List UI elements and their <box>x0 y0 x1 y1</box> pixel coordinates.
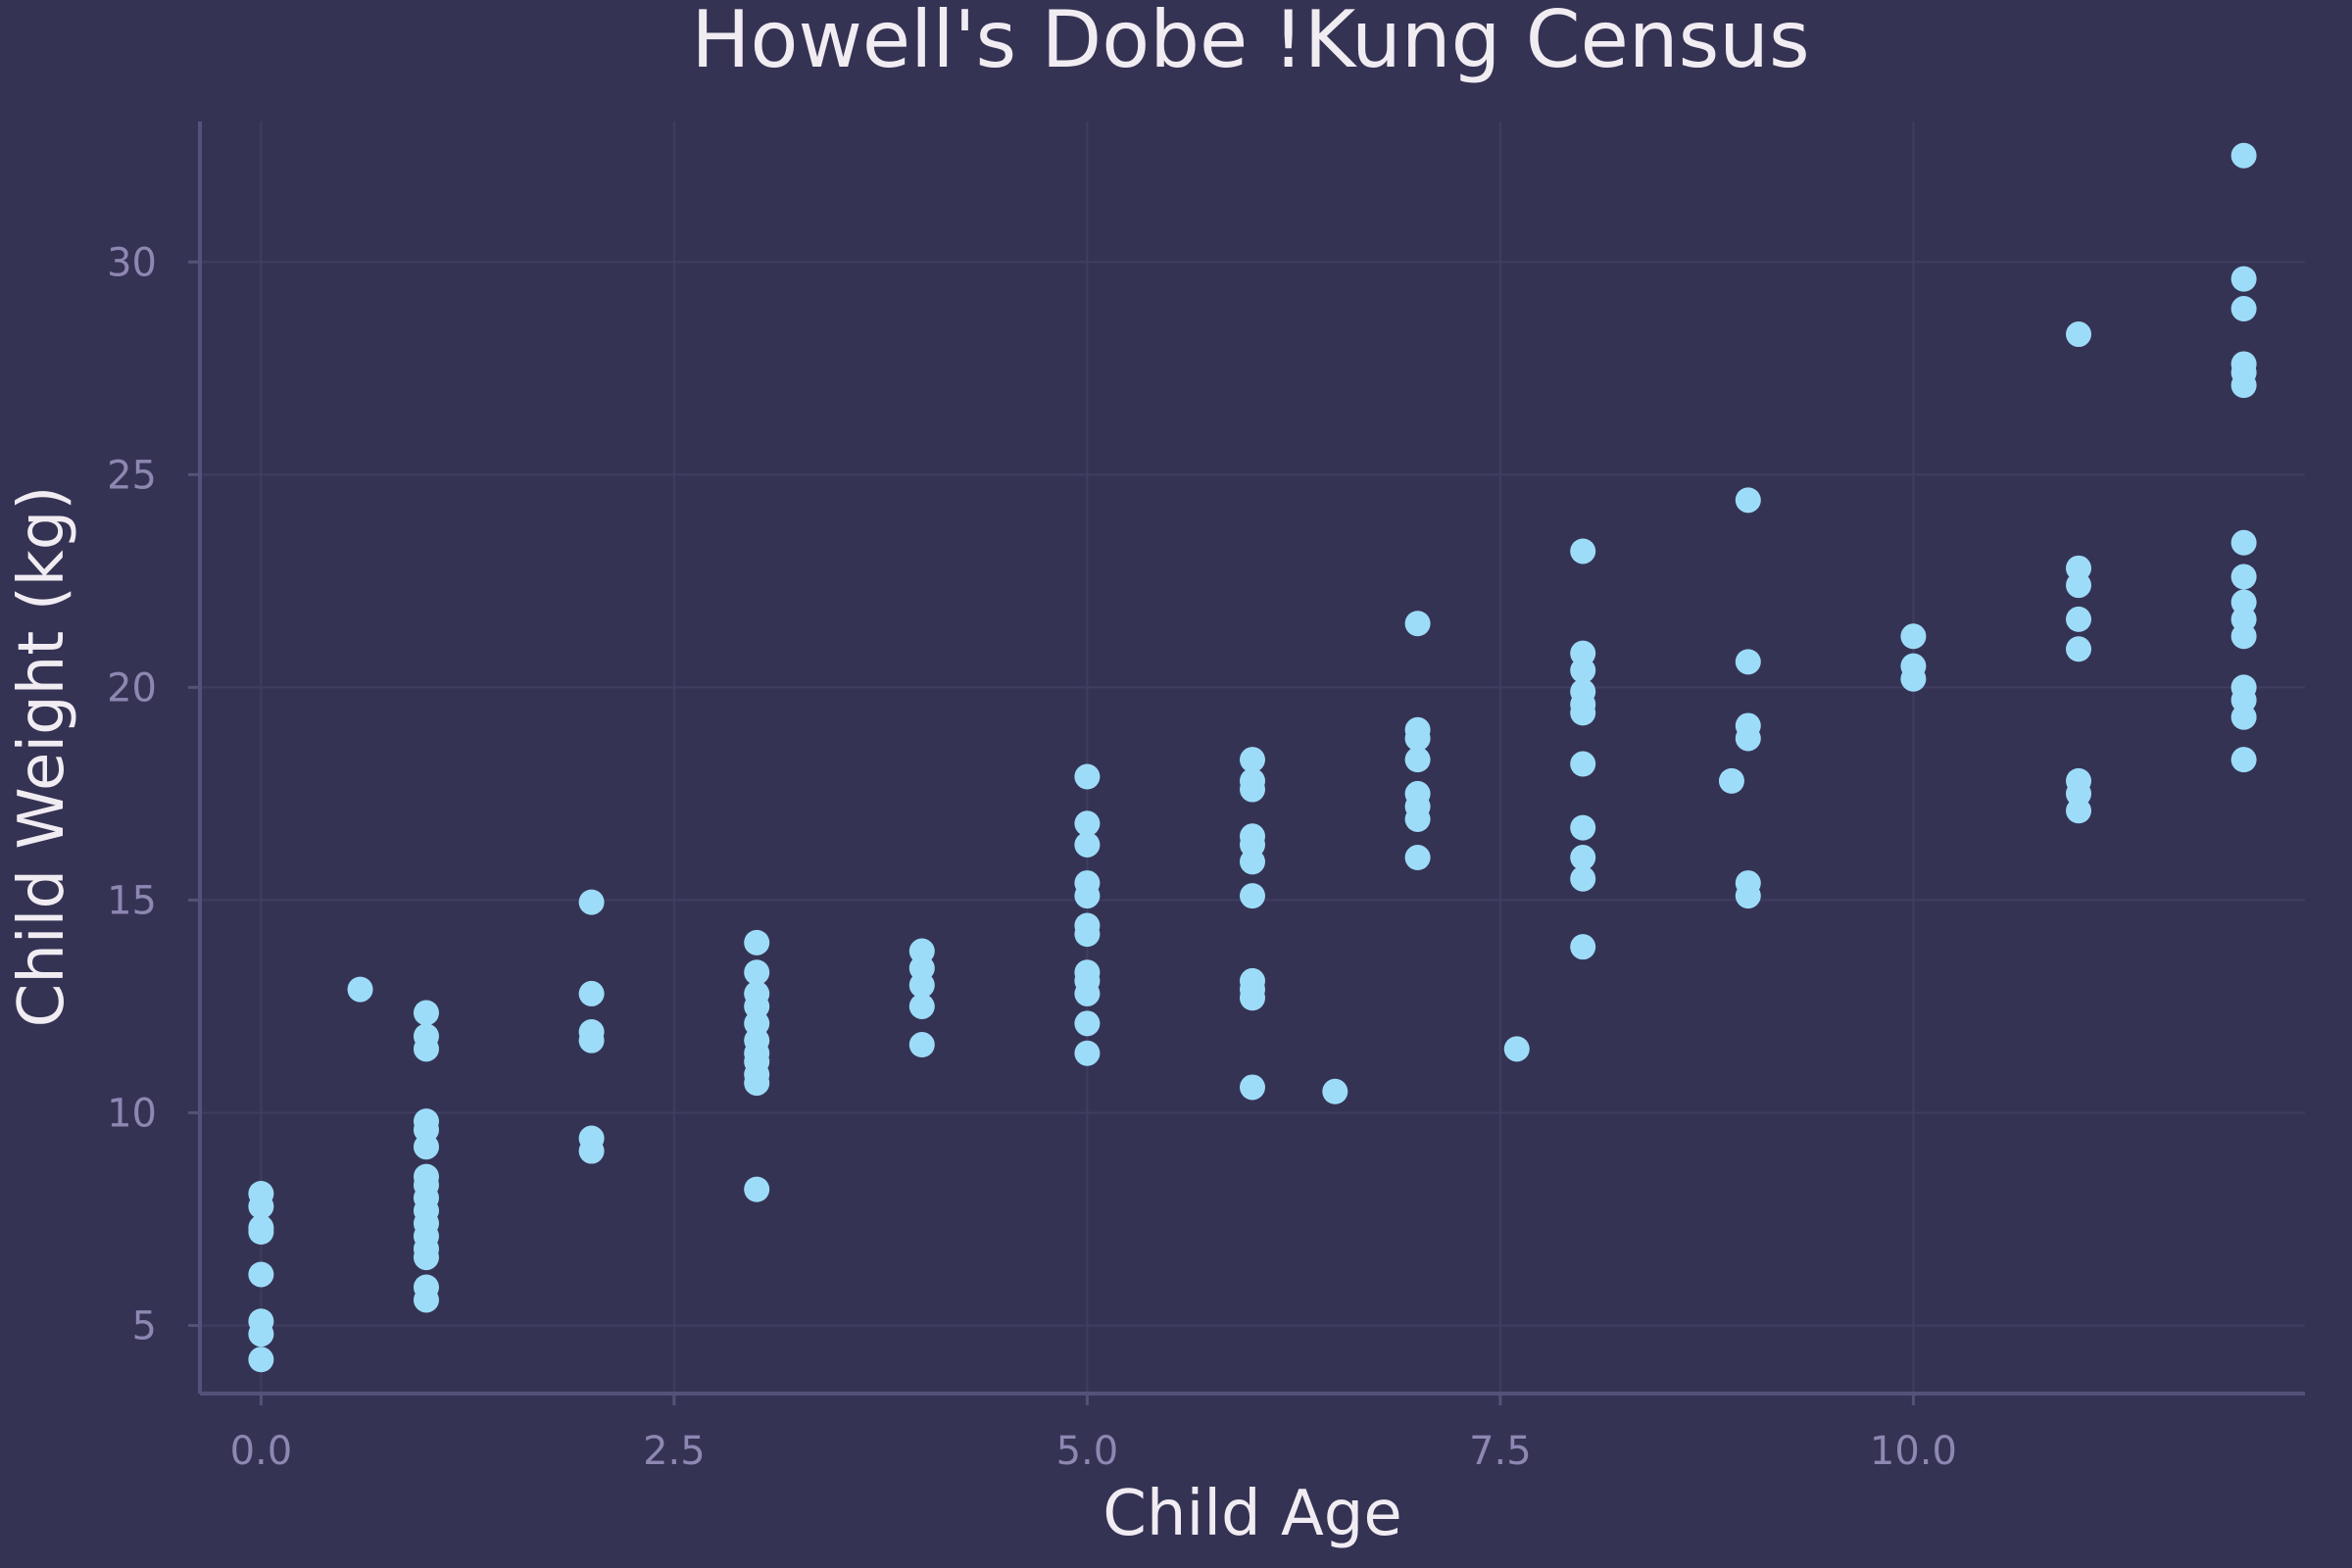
data-point <box>1240 883 1265 909</box>
data-point <box>413 1036 439 1062</box>
y-tick-label: 20 <box>107 665 157 710</box>
data-point <box>2066 572 2092 599</box>
x-tick-label: 2.5 <box>643 1429 706 1474</box>
data-point <box>1570 658 1596 684</box>
data-point <box>1404 747 1431 773</box>
data-point <box>1503 1036 1530 1062</box>
data-point <box>1074 980 1101 1006</box>
y-tick-label: 30 <box>107 240 157 285</box>
data-point <box>578 889 605 915</box>
data-point <box>2230 296 2257 322</box>
data-point <box>1074 810 1101 837</box>
data-point <box>908 993 935 1019</box>
data-point <box>744 1070 770 1097</box>
data-point <box>1570 751 1596 777</box>
y-tick-label: 25 <box>107 453 157 498</box>
data-point <box>1735 725 1761 752</box>
data-point <box>1240 776 1265 803</box>
data-point <box>1570 865 1596 892</box>
ticks: 0.0 2.5 5.0 7.5 10.0 5 10 15 20 25 30 <box>107 240 1957 1474</box>
data-point <box>1074 763 1101 790</box>
x-tick-label: 7.5 <box>1469 1429 1532 1474</box>
data-point <box>347 976 373 1003</box>
data-point <box>1570 700 1596 726</box>
data-point <box>1074 1040 1101 1066</box>
data-point <box>2230 266 2257 292</box>
data-point <box>2230 564 2257 590</box>
data-point <box>1570 845 1596 871</box>
data-point <box>1570 934 1596 960</box>
data-point <box>413 1000 439 1026</box>
data-point <box>1240 747 1265 773</box>
data-point <box>1718 767 1744 794</box>
data-point <box>578 1138 605 1164</box>
data-point <box>1074 831 1101 858</box>
x-axis-label: Child Age <box>1102 1478 1402 1550</box>
data-point <box>908 972 935 999</box>
data-point <box>908 1032 935 1058</box>
data-point <box>248 1321 274 1348</box>
data-point <box>1074 1010 1101 1037</box>
data-point <box>1570 538 1596 564</box>
data-point <box>2066 606 2092 632</box>
data-point <box>744 929 770 956</box>
data-point <box>2230 142 2257 169</box>
data-point <box>413 1245 439 1271</box>
data-point <box>2230 372 2257 399</box>
data-point <box>1404 845 1431 871</box>
data-point <box>2230 529 2257 556</box>
data-point <box>1570 814 1596 841</box>
data-point <box>248 1261 274 1288</box>
y-axis-label: Child Weight (kg) <box>6 486 78 1028</box>
data-point <box>248 1219 274 1246</box>
data-point <box>1404 806 1431 832</box>
data-point <box>1735 487 1761 514</box>
data-point <box>1074 883 1101 909</box>
data-point <box>1900 623 1927 650</box>
x-tick-label: 10.0 <box>1870 1429 1957 1474</box>
y-tick-label: 5 <box>132 1304 157 1349</box>
data-point <box>1240 985 1265 1011</box>
data-point <box>1240 1074 1265 1101</box>
data-point <box>413 1287 439 1313</box>
x-tick-label: 5.0 <box>1056 1429 1119 1474</box>
data-point <box>2230 747 2257 773</box>
data-point <box>578 1027 605 1054</box>
data-point <box>1735 883 1761 909</box>
data-point <box>248 1193 274 1219</box>
data-point <box>2066 798 2092 824</box>
data-point <box>744 1176 770 1202</box>
data-point <box>1404 611 1431 637</box>
data-point <box>2230 704 2257 730</box>
y-tick-label: 10 <box>107 1091 157 1136</box>
data-point <box>1404 725 1431 752</box>
data-point <box>1322 1078 1348 1104</box>
x-tick-label: 0.0 <box>230 1429 293 1474</box>
y-tick-label: 15 <box>107 878 157 923</box>
chart-title: Howell's Dobe !Kung Census <box>691 0 1809 85</box>
data-point <box>248 1347 274 1373</box>
data-point <box>2066 636 2092 662</box>
data-point <box>1074 921 1101 948</box>
data-point <box>578 980 605 1006</box>
data-point <box>2230 623 2257 650</box>
data-point <box>1735 649 1761 675</box>
data-points <box>248 142 2257 1373</box>
data-point <box>744 959 770 986</box>
data-point <box>413 1134 439 1160</box>
data-point <box>2066 321 2092 348</box>
data-point <box>1900 665 1927 692</box>
grid <box>200 122 2305 1394</box>
data-point <box>1240 849 1265 875</box>
